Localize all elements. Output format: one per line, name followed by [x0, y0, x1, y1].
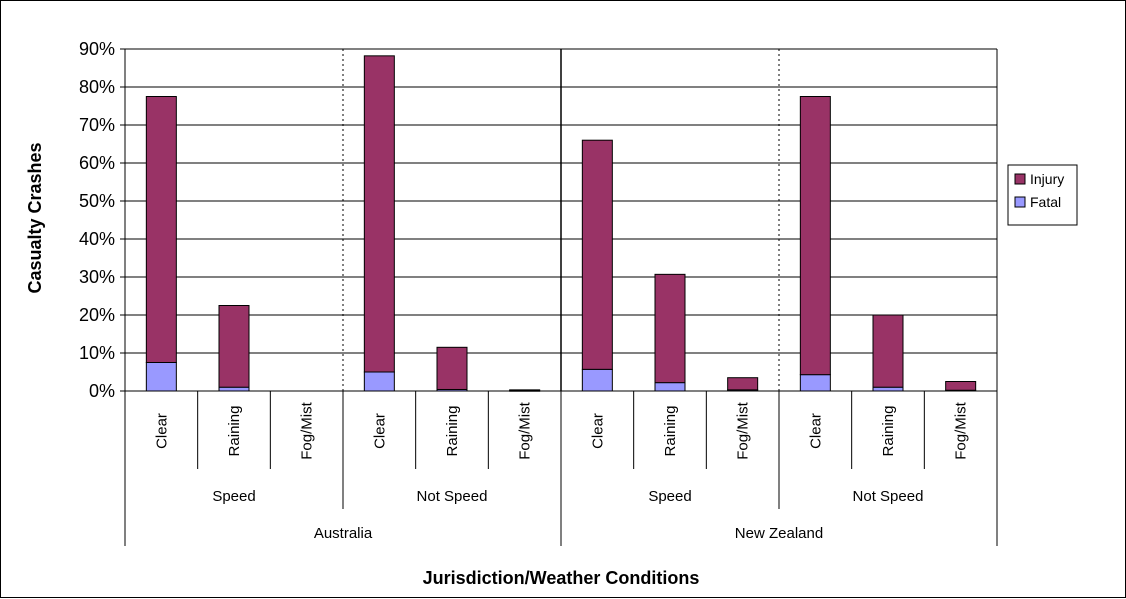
bar-fatal	[799, 374, 831, 392]
bar-injury	[145, 96, 177, 363]
y-tick-label: 70%	[79, 115, 115, 135]
legend-swatch	[1014, 173, 1026, 185]
y-tick-label: 80%	[79, 77, 115, 97]
legend-label: Fatal	[1030, 194, 1061, 210]
subgroup-label: Speed	[212, 488, 255, 505]
y-axis-title: Casualty Crashes	[25, 142, 45, 293]
bars	[145, 55, 977, 392]
category-label: Clear	[371, 413, 388, 449]
category-label: Fog/Mist	[953, 401, 970, 459]
category-label: Raining	[226, 406, 243, 457]
legend-label: Injury	[1030, 171, 1064, 187]
bar-fatal	[654, 382, 686, 392]
y-tick-label: 90%	[79, 39, 115, 59]
legend-swatch	[1014, 196, 1026, 208]
bar-fatal	[581, 368, 613, 392]
category-label: Clear	[807, 413, 824, 449]
bar-fatal	[145, 362, 177, 392]
category-label: Raining	[444, 406, 461, 457]
category-label: Fog/Mist	[735, 401, 752, 459]
y-axis-ticks: 0% 10% 20% 30% 40% 50% 60% 70% 80% 90%	[79, 39, 125, 401]
category-label: Raining	[880, 406, 897, 457]
bar-injury	[945, 381, 977, 391]
category-label: Fog/Mist	[517, 401, 534, 459]
subgroup-label: Not Speed	[853, 488, 924, 505]
subgroup-label: Not Speed	[417, 488, 488, 505]
y-tick-label: 10%	[79, 343, 115, 363]
group-label: New Zealand	[735, 525, 823, 542]
category-label: Clear	[589, 413, 606, 449]
bar-injury	[581, 139, 613, 370]
bar-injury	[436, 346, 468, 390]
y-tick-label: 40%	[79, 229, 115, 249]
bar-injury	[872, 314, 904, 388]
y-tick-label: 0%	[89, 381, 115, 401]
y-tick-label: 60%	[79, 153, 115, 173]
bar-injury	[363, 55, 395, 373]
y-tick-label: 50%	[79, 191, 115, 211]
y-tick-label: 20%	[79, 305, 115, 325]
bar-injury	[799, 96, 831, 376]
bar-injury	[218, 305, 250, 388]
category-label: Clear	[153, 413, 170, 449]
gridlines	[125, 48, 997, 391]
subgroup-label: Speed	[648, 488, 691, 505]
x-axis-category-labels: Clear Raining Fog/Mist Clear Raining Fog/Mist…	[124, 391, 998, 546]
bar-injury	[727, 377, 759, 391]
category-label: Raining	[662, 406, 679, 457]
group-label: Australia	[314, 525, 373, 542]
bar-fatal	[218, 386, 250, 392]
bar-injury	[654, 273, 686, 384]
x-axis-title: Jurisdiction/Weather Conditions	[423, 568, 700, 588]
legend: Injury Fatal	[1007, 164, 1078, 226]
category-label: Fog/Mist	[299, 401, 316, 459]
y-tick-label: 30%	[79, 267, 115, 287]
bar-fatal	[872, 386, 904, 392]
bar-fatal	[363, 371, 395, 392]
